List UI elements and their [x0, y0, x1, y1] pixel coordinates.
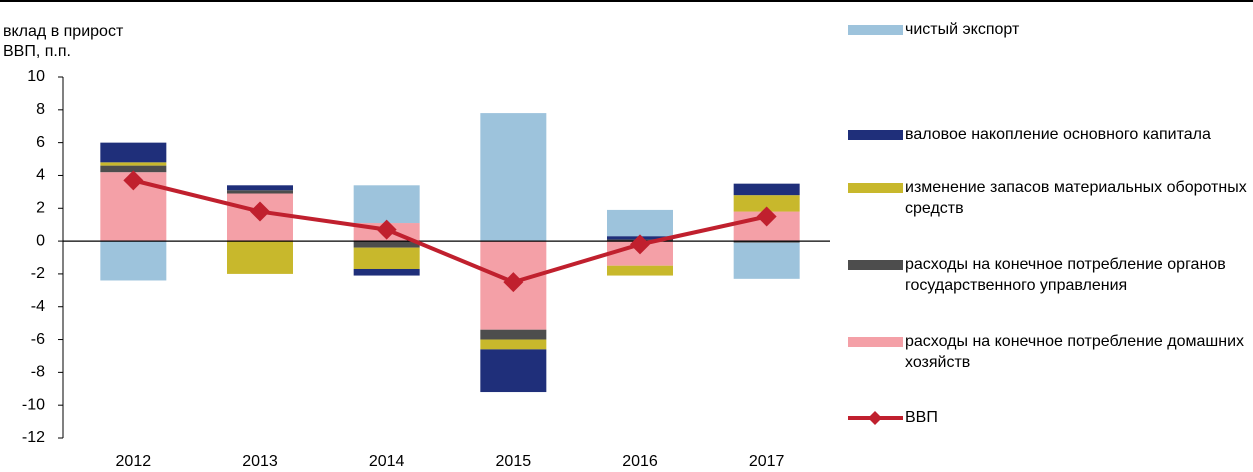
y-tick-label: 10: [27, 68, 45, 85]
legend-label: валовое накопление основного капитала: [905, 126, 1211, 143]
y-tick-label: -12: [22, 429, 45, 446]
bar-segment: [100, 165, 167, 173]
bar-segment: [733, 242, 800, 279]
legend-swatch: [848, 25, 903, 35]
y-tick-label: 0: [36, 232, 45, 249]
y-tick-label: 4: [36, 167, 45, 184]
bar-segment: [480, 339, 547, 350]
bar-segment: [227, 185, 293, 191]
legend-label: ВВП: [905, 409, 938, 426]
line-marker: [250, 201, 270, 222]
bar-segment: [480, 329, 547, 340]
legend-swatch: [868, 411, 882, 425]
x-tick-label: 2013: [242, 453, 278, 470]
bar-segment: [607, 265, 673, 276]
bar-segment: [353, 247, 420, 269]
bar-segment: [480, 113, 547, 242]
line-marker: [503, 272, 524, 293]
legend-label: расходы на конечное потребление домашних…: [905, 333, 1245, 371]
y-tick-label: 8: [36, 101, 45, 118]
legend-swatch: [848, 130, 903, 140]
y-tick-label: -6: [31, 331, 45, 348]
x-tick-label: 2016: [622, 453, 658, 470]
x-tick-label: 2017: [749, 453, 785, 470]
top-border: [0, 0, 1253, 2]
y-axis-label: ВВП, п.п.: [3, 43, 71, 60]
bar-segment: [733, 241, 800, 243]
line: [132, 178, 768, 285]
legend-label: расходы на конечное потребление органов …: [905, 256, 1226, 294]
line-marker: [376, 219, 397, 240]
bar-segment: [607, 209, 673, 237]
y-tick-label: 6: [36, 134, 45, 151]
bar-segment: [227, 190, 293, 194]
bar-segment: [353, 268, 420, 276]
y-tick-label: -2: [31, 265, 45, 282]
bar-segment: [733, 195, 800, 212]
legend-label: изменение запасов материальных оборотных…: [905, 179, 1247, 217]
bar-segment: [227, 241, 293, 274]
line-marker: [756, 206, 777, 227]
bar-segment: [480, 349, 547, 393]
bar-segment: [100, 142, 167, 163]
y-tick-label: -10: [22, 396, 45, 413]
bar-segment: [353, 241, 420, 248]
bar-segment: [733, 183, 800, 196]
y-tick-label: 2: [36, 199, 45, 216]
y-axis-label: вклад в прирост: [3, 23, 124, 40]
x-tick-label: 2014: [369, 453, 405, 470]
bar-segment: [353, 185, 420, 224]
y-tick-label: -8: [31, 364, 45, 381]
legend-swatch: [848, 183, 903, 193]
line-marker: [630, 234, 650, 255]
x-tick-label: 2015: [496, 453, 532, 470]
legend-swatch: [848, 337, 903, 347]
bar-segment: [100, 241, 167, 281]
legend-label: чистый экспорт: [905, 21, 1020, 38]
bar-segment: [100, 162, 167, 166]
legend-swatch: [848, 260, 903, 270]
x-tick-label: 2012: [116, 453, 152, 470]
line-marker: [123, 170, 144, 191]
y-tick-label: -4: [31, 298, 45, 315]
